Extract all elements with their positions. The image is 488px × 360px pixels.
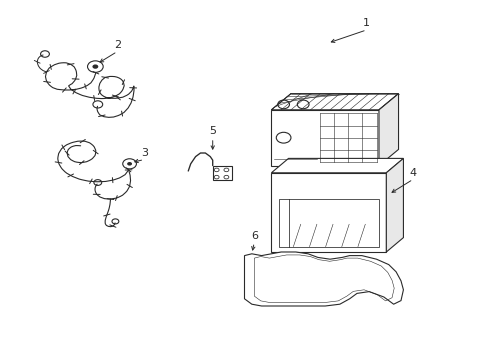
Text: 3: 3: [141, 148, 147, 158]
Circle shape: [127, 162, 132, 166]
Bar: [212, 166, 232, 180]
Circle shape: [92, 64, 98, 69]
Bar: [271, 173, 386, 252]
Polygon shape: [271, 94, 398, 110]
Polygon shape: [378, 94, 398, 166]
Text: 1: 1: [363, 18, 369, 28]
Bar: [278, 199, 378, 247]
Polygon shape: [386, 158, 403, 252]
Text: 2: 2: [114, 40, 121, 50]
Text: 6: 6: [250, 231, 257, 241]
Bar: [271, 110, 378, 166]
Text: 4: 4: [409, 168, 416, 178]
Polygon shape: [244, 252, 403, 306]
Text: 5: 5: [209, 126, 216, 136]
Polygon shape: [271, 158, 403, 173]
